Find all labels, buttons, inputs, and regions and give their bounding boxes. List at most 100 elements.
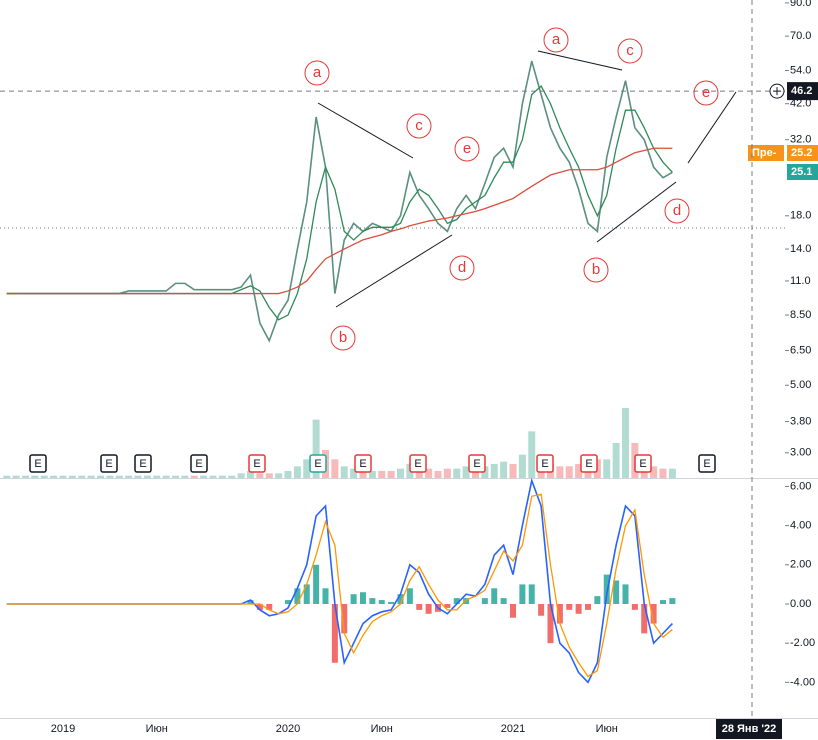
earnings-marker-label: E <box>585 458 592 470</box>
histogram-bar <box>303 584 310 604</box>
histogram-bar <box>463 598 470 604</box>
wave-label-circle <box>693 80 719 106</box>
earnings-marker <box>634 454 652 473</box>
histogram-bar <box>378 600 385 604</box>
volume-bar <box>556 466 564 478</box>
price-tag-box <box>787 164 818 180</box>
volume-bar <box>359 471 367 478</box>
volume-bar <box>612 443 620 478</box>
histogram-bar <box>566 603 573 610</box>
wave-label-circle <box>304 60 330 86</box>
volume-bar <box>22 475 29 478</box>
volume-bar <box>59 475 67 478</box>
volume-bar <box>509 464 517 478</box>
wave-label-circle <box>617 38 643 64</box>
histogram-bar <box>322 588 329 604</box>
volume-bar <box>78 475 86 478</box>
histogram-bar <box>369 598 376 604</box>
histogram-bar <box>547 603 554 644</box>
volume-bar <box>181 475 189 478</box>
histogram-bar <box>256 603 263 610</box>
histogram-bar <box>313 564 320 604</box>
add-icon <box>773 87 781 96</box>
volume-bar <box>275 473 283 478</box>
earnings-marker-label: E <box>314 458 321 470</box>
volume-bar <box>462 466 470 478</box>
volume-bar <box>500 461 508 478</box>
volume-bar <box>40 475 48 478</box>
histogram-bar <box>266 603 273 610</box>
volume-bar <box>247 471 254 478</box>
earnings-marker <box>698 454 716 473</box>
x-tick-label: Июн <box>146 723 168 735</box>
histogram-bar <box>388 602 395 604</box>
histogram-bar <box>650 603 657 624</box>
volume-bar <box>200 475 208 478</box>
histogram-bar <box>491 588 498 604</box>
volume-bar <box>68 475 76 478</box>
volume-bar <box>378 471 386 478</box>
volume-bar <box>125 475 133 478</box>
volume-bar <box>490 464 498 478</box>
histogram-bar <box>350 594 357 604</box>
wave-label: a <box>552 31 561 48</box>
trend-line <box>687 91 737 164</box>
histogram-bar <box>294 588 301 604</box>
volume-bar <box>190 475 198 478</box>
earnings-marker <box>536 454 554 473</box>
volume-bar <box>387 471 395 478</box>
volume-bar <box>87 475 95 478</box>
histogram-bar <box>406 588 413 604</box>
earnings-marker-label: E <box>105 458 112 470</box>
y-tick-label: -2.00 <box>790 637 815 649</box>
volume-bar <box>12 475 20 478</box>
histogram-bar <box>538 603 545 616</box>
volume-bar <box>303 459 311 478</box>
earnings-marker <box>354 454 372 473</box>
trend-line <box>537 50 623 71</box>
y-tick-label: 8.50 <box>790 309 811 321</box>
histogram-bar <box>594 596 601 604</box>
trend-line <box>596 181 677 243</box>
volume-bar <box>603 459 611 478</box>
series-line <box>6 85 673 321</box>
earnings-marker <box>248 454 266 473</box>
y-tick-label: 42.0 <box>790 98 811 110</box>
earnings-marker-label: E <box>703 458 710 470</box>
y-tick-label: 18.0 <box>790 210 811 222</box>
x-tick-label: Июн <box>371 723 393 735</box>
wave-label-circle <box>454 136 480 162</box>
wave-label: b <box>339 329 347 346</box>
histogram-bar <box>425 603 432 614</box>
series-line <box>6 60 673 343</box>
histogram-bar <box>556 603 563 624</box>
volume-bar <box>622 408 629 478</box>
crosshair-price-box <box>787 82 818 101</box>
volume-bar <box>575 464 583 478</box>
earnings-marker <box>309 454 327 473</box>
volume-bar <box>368 471 376 478</box>
earnings-marker-label: E <box>414 458 421 470</box>
price-tag: 25.1 <box>791 166 812 178</box>
histogram-bar <box>613 580 620 604</box>
x-tick-label: Июн <box>596 723 618 735</box>
price-tag-box <box>787 145 818 161</box>
histogram-bar <box>360 592 366 604</box>
volume-bar <box>228 475 236 478</box>
y-tick-label: 6.50 <box>790 344 811 356</box>
trend-lines <box>317 50 737 308</box>
wave-label: b <box>592 261 600 278</box>
y-tick-label: 2.00 <box>790 559 811 571</box>
volume-bar <box>50 475 58 478</box>
histogram-bar <box>528 584 535 604</box>
y-tick-label: 5.00 <box>790 379 811 391</box>
volume-bar <box>443 468 451 478</box>
volume-bar <box>218 475 226 478</box>
volume-bar <box>397 468 404 478</box>
trend-line <box>335 234 453 308</box>
wave-label: e <box>702 84 710 101</box>
wave-label: e <box>463 140 471 157</box>
histogram-bar <box>660 600 666 604</box>
earnings-marker-label: E <box>359 458 366 470</box>
